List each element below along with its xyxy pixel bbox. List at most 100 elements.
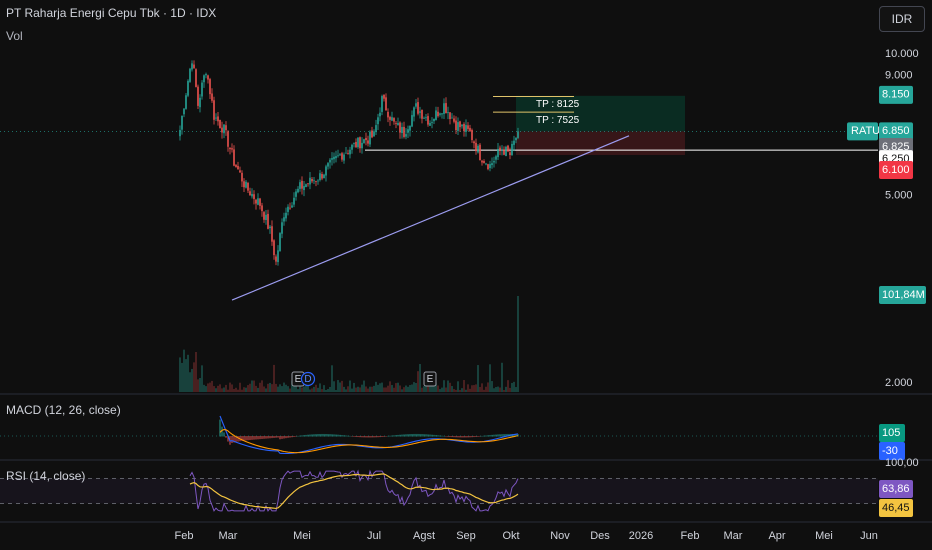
candle-body (329, 159, 331, 163)
macd-histogram-bar (425, 434, 427, 437)
volume-bar (225, 384, 227, 392)
volume-bar (349, 380, 351, 392)
macd-histogram-bar (465, 436, 467, 438)
macd-histogram-bar (285, 436, 287, 439)
candle-body (303, 186, 305, 191)
candle-body (289, 207, 291, 209)
candle-body (385, 97, 387, 111)
candle-body (331, 158, 333, 160)
volume-bar (495, 387, 497, 392)
volume-bar (179, 357, 181, 392)
volume-bar (417, 371, 419, 392)
volume-bar (273, 364, 275, 392)
candle-body (507, 145, 509, 152)
candle-body (429, 122, 431, 126)
volume-bar (419, 364, 421, 392)
volume-bar (327, 389, 329, 392)
candle-body (501, 149, 503, 151)
macd-histogram-bar (247, 436, 249, 441)
target-zone[interactable] (516, 95, 685, 132)
macd-histogram-bar (437, 435, 439, 437)
currency-button[interactable]: IDR (879, 6, 925, 32)
volume-bar (435, 383, 437, 392)
volume-bar (411, 384, 413, 392)
volume-bar (499, 387, 501, 392)
volume-bar (351, 388, 353, 392)
macd-histogram-bar (447, 436, 449, 437)
candle-body (337, 155, 339, 157)
volume-bar (339, 382, 341, 392)
x-tick-label: Mei (815, 530, 833, 542)
volume-bar (425, 383, 427, 392)
x-tick-label: Sep (456, 530, 476, 542)
volume-bar (317, 387, 319, 392)
volume-bar (199, 377, 201, 392)
volume-bar (471, 385, 473, 392)
candle-body (423, 117, 425, 119)
rsi-ma-line (189, 473, 519, 510)
symbol-title: PT Raharja Energi Cepu Tbk · 1D · IDX (6, 6, 217, 20)
volume-bar (365, 386, 367, 392)
macd-histogram-bar (257, 436, 259, 440)
macd-histogram-bar (513, 433, 515, 437)
candle-body (415, 103, 417, 107)
volume-bar (371, 386, 373, 392)
earnings-marker[interactable] (423, 371, 437, 387)
candle-body (181, 115, 183, 130)
volume-bar (259, 382, 261, 392)
volume-bar (333, 381, 335, 392)
candle-body (485, 163, 487, 165)
macd-histogram-bar (517, 434, 519, 437)
macd-label[interactable]: MACD (12, 26, close) (6, 403, 121, 417)
dividend-marker[interactable] (300, 371, 316, 387)
candle-body (327, 163, 329, 167)
candle-body (495, 156, 497, 160)
candle-body (217, 116, 219, 122)
macd-histogram-bar (331, 434, 333, 437)
volume-bar (213, 386, 215, 392)
macd-histogram-bar (293, 436, 295, 437)
macd-histogram-bar (305, 434, 307, 437)
volume-bar (479, 386, 481, 392)
candle-body (405, 134, 407, 137)
target-price-tag: 8.150 (882, 89, 910, 101)
volume-bar (263, 386, 265, 392)
candle-body (293, 197, 295, 205)
volume-bar (207, 383, 209, 392)
volume-bar (299, 386, 301, 392)
x-tick-label: Mar (219, 530, 238, 542)
macd-histogram-bar (485, 435, 487, 437)
target-price-tag-bg (879, 85, 913, 104)
volume-bar (193, 362, 195, 392)
candle-body (503, 149, 505, 155)
volume-bar (443, 380, 445, 392)
macd-histogram-bar (399, 434, 401, 437)
candle-body (447, 112, 449, 114)
macd-histogram-bar (475, 436, 477, 437)
volume-bar (253, 380, 255, 392)
volume-bar (295, 381, 297, 392)
volume-bar (245, 387, 247, 392)
rsi-label[interactable]: RSI (14, close) (6, 469, 86, 483)
candle-body (375, 125, 377, 133)
macd-histogram-bar (291, 436, 293, 438)
candle-body (239, 170, 241, 173)
ascending-trendline[interactable] (231, 135, 630, 301)
volume-bar (267, 383, 269, 392)
candle-body (259, 198, 261, 206)
stop-zone[interactable] (516, 131, 685, 156)
volume-bar (289, 388, 291, 392)
macd-histogram-bar (231, 436, 233, 443)
candle-body (267, 213, 269, 229)
macd-histogram-bar (411, 433, 413, 437)
volume-bar (401, 389, 403, 392)
macd-histogram-bar (381, 436, 383, 437)
macd-histogram-bar (253, 436, 255, 440)
volume-bar (375, 381, 377, 392)
macd-histogram-bar (445, 436, 447, 437)
candle-body (373, 131, 375, 137)
candle-body (319, 173, 321, 181)
candle-body (471, 129, 473, 140)
macd-histogram-bar (341, 435, 343, 437)
